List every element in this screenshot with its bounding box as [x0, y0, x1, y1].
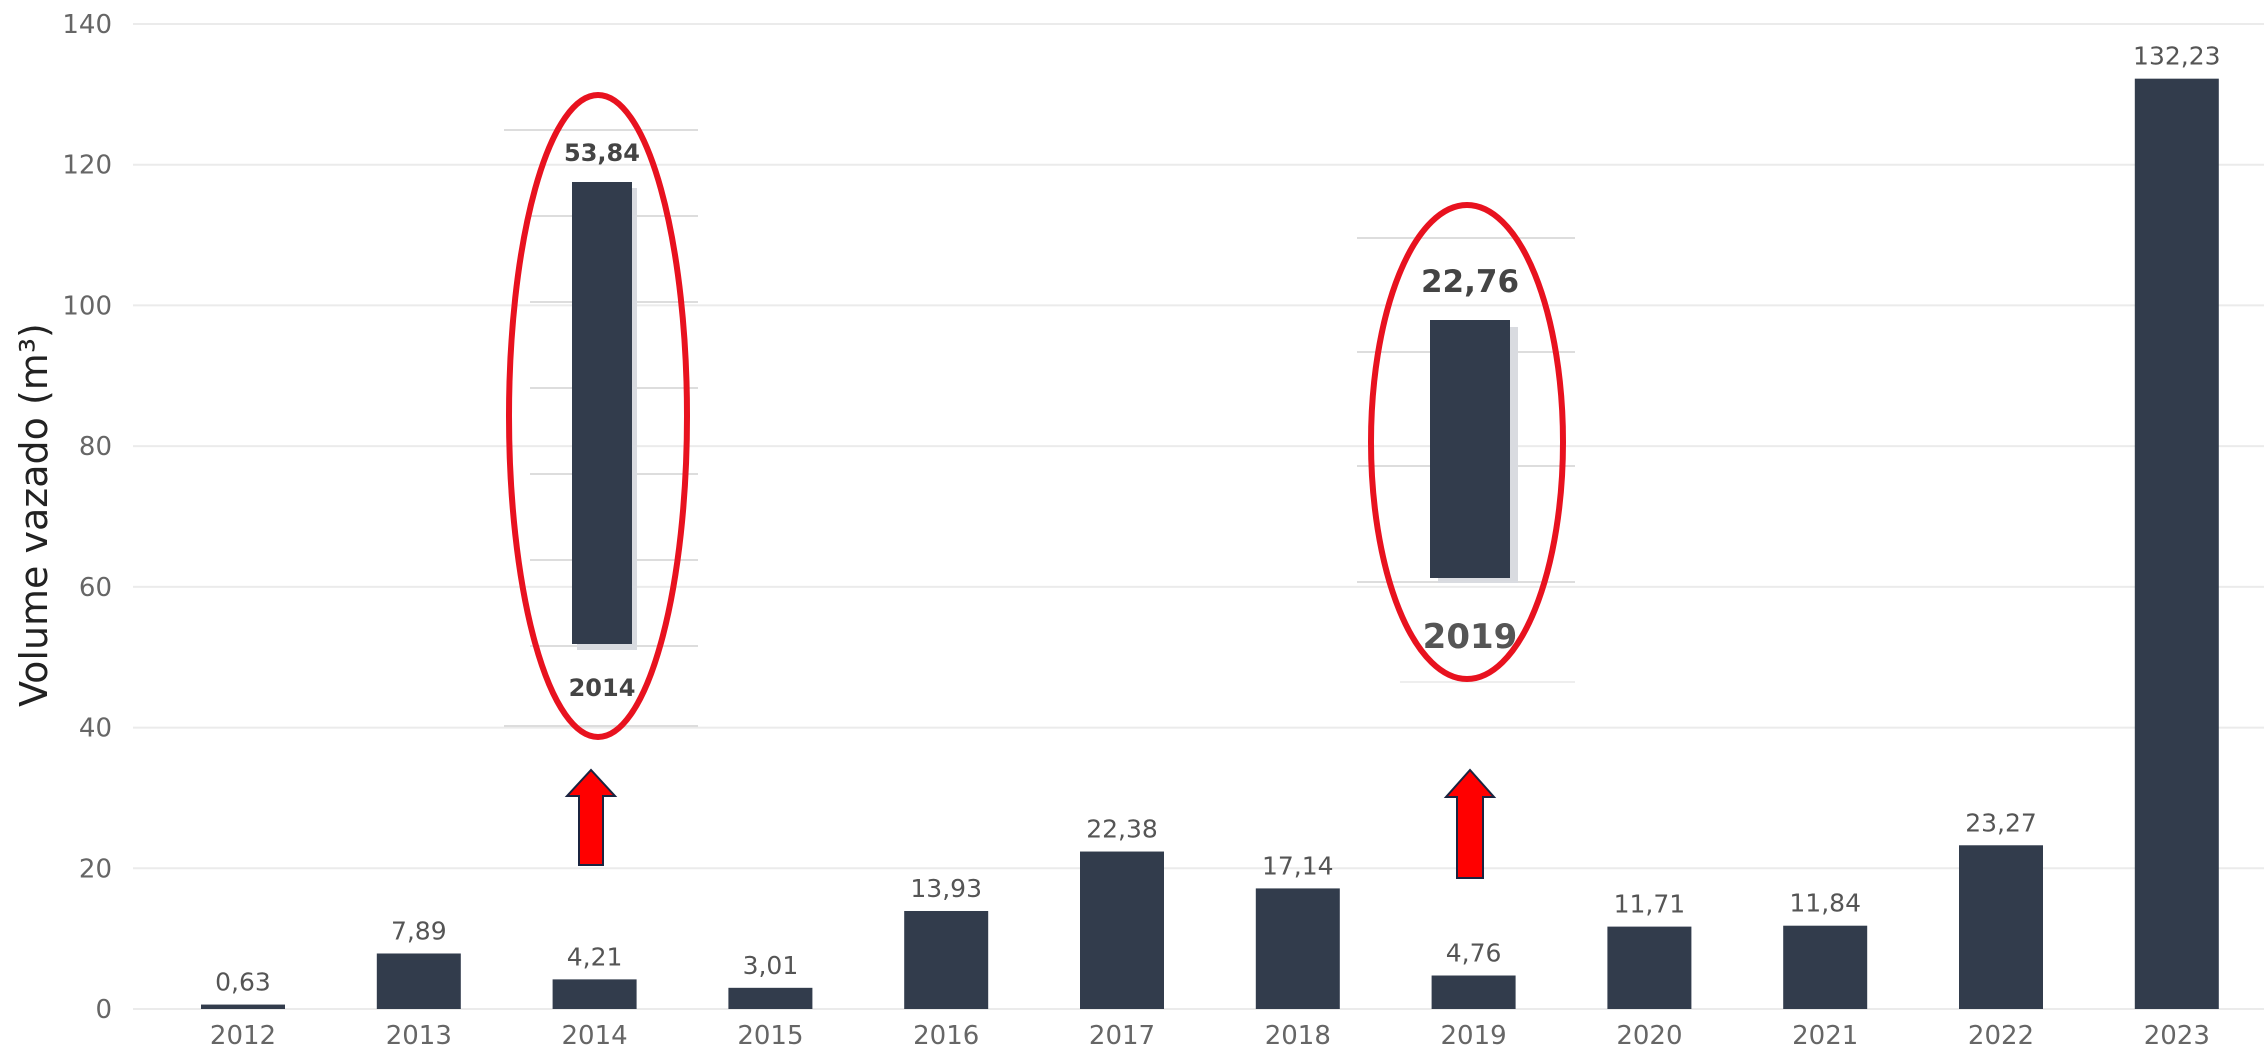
up-arrow-icon — [1443, 768, 1497, 879]
bars — [201, 78, 2219, 1010]
data-label-2021: 11,84 — [1789, 889, 1861, 918]
y-tick-label: 0 — [95, 995, 112, 1025]
y-tick-label: 40 — [79, 714, 112, 744]
x-tick-label-2014: 2014 — [562, 1021, 628, 1050]
bar-2019 — [1431, 975, 1516, 1009]
x-tick-label-2019: 2019 — [1441, 1021, 1507, 1050]
data-label-2016: 13,93 — [910, 874, 982, 903]
inset-year-label: 2014 — [569, 674, 636, 702]
up-arrow-icon — [564, 768, 618, 866]
data-labels: 0,63 7,89 4,21 3,01 13,93 22,38 17,14 4,76 11,71… — [215, 42, 2220, 997]
inset-value-label: 22,76 — [1421, 264, 1519, 300]
bar-2023 — [2134, 78, 2219, 1010]
data-label-2015: 3,01 — [743, 951, 799, 980]
bar-2017 — [1080, 851, 1164, 1009]
data-label-2019: 4,76 — [1446, 939, 1502, 968]
y-tick-label: 80 — [79, 432, 112, 462]
y-tick-label: 100 — [62, 291, 112, 321]
bar-2013 — [376, 953, 461, 1009]
x-tick-label-2016: 2016 — [913, 1021, 979, 1050]
y-tick-label: 140 — [62, 10, 112, 40]
data-label-2020: 11,71 — [1614, 890, 1686, 919]
x-tick-label-2020: 2020 — [1616, 1021, 1682, 1050]
y-tick-label: 20 — [79, 854, 112, 884]
y-tick-label: 120 — [62, 151, 112, 181]
x-tick-label-2018: 2018 — [1265, 1021, 1331, 1050]
data-label-2017: 22,38 — [1086, 815, 1158, 844]
x-axis-ticks: 2012 2013 2014 2015 2016 2017 2018 2019 2020 2021… — [210, 1021, 2210, 1050]
data-label-2022: 23,27 — [1965, 808, 2037, 837]
bar-2015 — [728, 987, 813, 1009]
x-tick-label-2013: 2013 — [386, 1021, 452, 1050]
data-label-2023: 132,23 — [2133, 42, 2220, 71]
data-label-2014: 4,21 — [567, 942, 623, 971]
bar-2020 — [1607, 926, 1692, 1009]
bar-2021 — [1783, 925, 1868, 1009]
data-label-2018: 17,14 — [1262, 851, 1334, 880]
inset-year-label: 2019 — [1423, 617, 1518, 657]
data-label-2013: 7,89 — [391, 916, 447, 945]
bar-2016 — [904, 910, 989, 1009]
inset-value-label: 53,84 — [564, 139, 640, 167]
highlight-ellipse — [1368, 202, 1566, 682]
y-axis-label: Volume vazado (m³) — [12, 323, 56, 707]
y-axis-ticks: 0 20 40 60 80 100 120 140 — [62, 10, 112, 1025]
bar-2014 — [552, 979, 637, 1009]
x-tick-label-2015: 2015 — [737, 1021, 803, 1050]
inset-bar — [572, 182, 632, 644]
x-tick-label-2021: 2021 — [1792, 1021, 1858, 1050]
y-tick-label: 60 — [79, 573, 112, 603]
data-label-2012: 0,63 — [215, 968, 271, 997]
inset-2019: 22,76 2019 — [1357, 202, 1575, 879]
x-tick-label-2017: 2017 — [1089, 1021, 1155, 1050]
bar-2022 — [1959, 845, 2043, 1009]
x-tick-label-2022: 2022 — [1968, 1021, 2034, 1050]
highlight-ellipse — [506, 92, 690, 740]
bar-2018 — [1255, 888, 1340, 1009]
inset-2014: 53,84 2014 — [504, 92, 698, 866]
inset-bar — [1430, 320, 1510, 578]
grid-lines — [133, 23, 2264, 1010]
x-tick-label-2012: 2012 — [210, 1021, 276, 1050]
x-tick-label-2023: 2023 — [2144, 1021, 2210, 1050]
bar-2012 — [201, 1004, 285, 1009]
